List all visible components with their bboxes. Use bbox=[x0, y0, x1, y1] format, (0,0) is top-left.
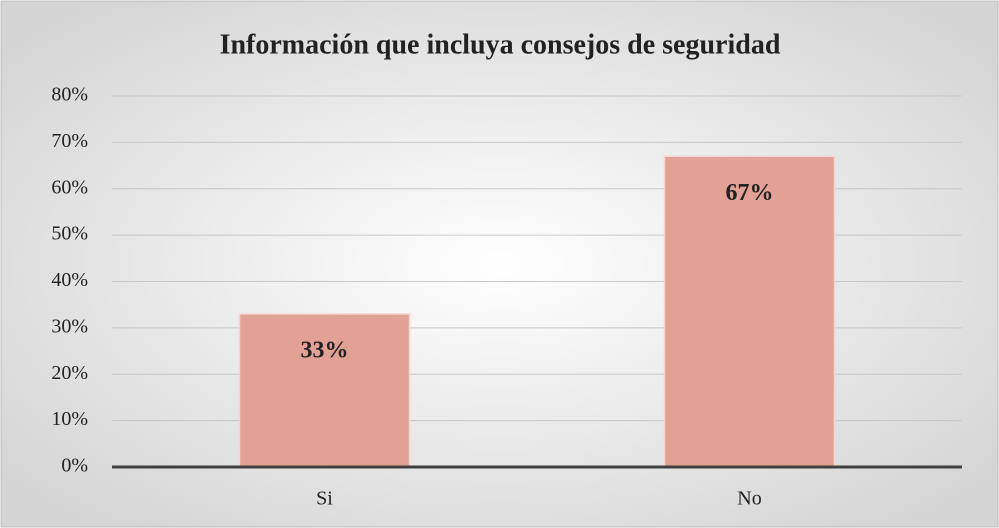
data-label: 67% bbox=[726, 180, 774, 206]
y-tick-label: 50% bbox=[51, 223, 88, 245]
y-tick-label: 0% bbox=[61, 455, 88, 477]
y-tick-label: 60% bbox=[51, 176, 88, 198]
y-tick-label: 40% bbox=[51, 269, 88, 291]
y-tick-label: 80% bbox=[51, 84, 88, 106]
y-tick-label: 20% bbox=[51, 362, 88, 384]
y-tick-label: 10% bbox=[51, 408, 88, 430]
chart-title: Información que incluya consejos de segu… bbox=[220, 29, 781, 60]
y-tick-label: 30% bbox=[51, 315, 88, 337]
data-label: 33% bbox=[301, 337, 349, 363]
x-tick-label: Si bbox=[316, 488, 333, 510]
y-tick-label: 70% bbox=[51, 130, 88, 152]
bar bbox=[238, 313, 411, 468]
x-tick-label: No bbox=[737, 488, 761, 510]
